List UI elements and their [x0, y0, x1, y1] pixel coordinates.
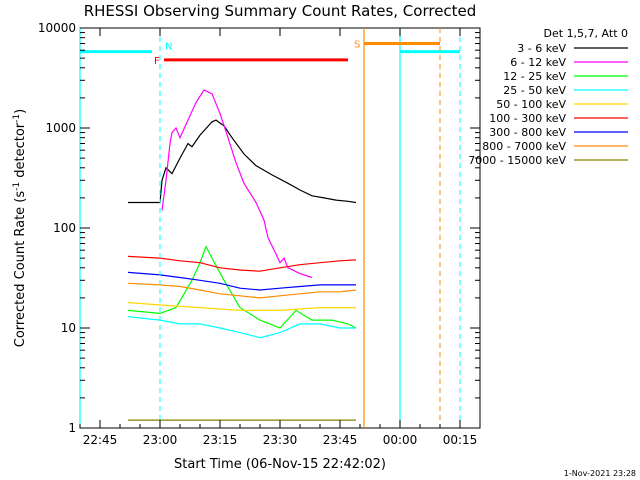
series-line-6 — [127, 271, 356, 291]
x-tick-label-4: 23:45 — [323, 433, 358, 447]
y-axis-label-close: ) — [13, 109, 28, 114]
plot-frame — [79, 27, 481, 429]
legend-label-0: 3 - 6 keV — [517, 42, 566, 55]
legend-title: Det 1,5,7, Att 0 — [544, 27, 628, 40]
series-line-5 — [127, 255, 357, 272]
series-line-7 — [127, 282, 357, 299]
x-tick-label-6: 00:15 — [443, 433, 478, 447]
legend-label-4: 50 - 100 keV — [496, 98, 566, 111]
annotation-label-0: N — [165, 42, 172, 53]
legend-label-3: 25 - 50 keV — [503, 84, 566, 97]
x-tick-label-0: 22:45 — [83, 433, 118, 447]
legend-label-2: 12 - 25 keV — [503, 70, 566, 83]
plot-area: NF S 22:45 23:00 23:15 23:30 23:45 00:00 00:15 1… — [38, 21, 481, 447]
chart-title: RHESSI Observing Summary Count Rates, Co… — [84, 2, 477, 20]
y-axis-label-sup: -1 — [12, 182, 22, 191]
y-tick-label-1: 10 — [61, 321, 76, 335]
legend-label-6: 300 - 800 keV — [489, 126, 566, 139]
y-tick-label-2: 100 — [53, 221, 76, 235]
series-line-2 — [127, 245, 357, 329]
series-line-0 — [128, 119, 357, 204]
legend-label-5: 100 - 300 keV — [489, 112, 566, 125]
legend-label-1: 6 - 12 keV — [510, 56, 566, 69]
series-line-1 — [161, 89, 313, 279]
y-tick-label-4: 10000 — [38, 21, 76, 35]
y-axis-label-tail: detector — [13, 122, 28, 182]
x-tick-label-3: 23:30 — [263, 433, 298, 447]
x-tick-label-2: 23:15 — [203, 433, 238, 447]
y-axis-label: Corrected Count Rate (s-1 detector-1) — [12, 109, 28, 347]
series-line-3 — [127, 316, 356, 339]
y-axis-label-main: Corrected Count Rate (s — [13, 191, 28, 348]
series-group — [127, 89, 357, 421]
annotation-label-2: S — [354, 39, 360, 50]
x-axis-label: Start Time (06-Nov-15 22:42:02) — [174, 457, 386, 472]
y-tick-label-0: 1 — [68, 421, 76, 435]
y-tick-label-3: 1000 — [45, 121, 76, 135]
annotation-label-1: F — [154, 56, 160, 67]
timestamp: 1-Nov-2021 23:28 — [564, 469, 636, 478]
y-axis-label-sup2: -1 — [12, 114, 22, 123]
legend-label-8: 7000 - 15000 keV — [468, 154, 566, 167]
annotations-group: NF S — [79, 28, 461, 428]
x-tick-label-1: 23:00 — [143, 433, 178, 447]
x-tick-label-5: 00:00 — [383, 433, 418, 447]
series-line-4 — [127, 301, 356, 311]
legend-label-7: 800 - 7000 keV — [482, 140, 566, 153]
ticks-group: 22:45 23:00 23:15 23:30 23:45 00:00 00:15 1 10 10… — [38, 21, 481, 447]
